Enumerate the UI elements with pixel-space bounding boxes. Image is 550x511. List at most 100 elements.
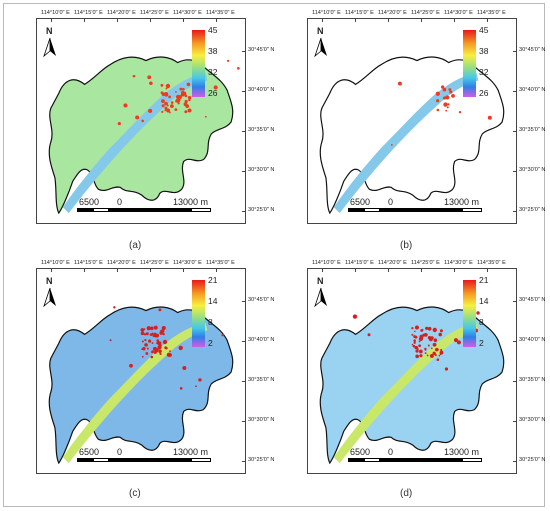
scale-segment xyxy=(348,458,364,462)
scale-label-mid: 0 xyxy=(117,197,123,207)
latitude-tick-mark xyxy=(513,461,516,462)
latitude-tick-label: 30°35'0" N xyxy=(519,377,546,383)
hotspot-cluster xyxy=(117,59,240,126)
study-area-map-b xyxy=(319,56,505,215)
latitude-tick-label: 30°35'0" N xyxy=(248,377,275,383)
longitude-tick-mark xyxy=(454,19,455,22)
longitude-tick-mark xyxy=(51,19,52,22)
latitude-tick-label: 30°35'0" N xyxy=(519,127,546,133)
longitude-tick-mark xyxy=(355,19,356,22)
longitude-tick-label: 114°30'0" E xyxy=(173,10,202,16)
scale-segment xyxy=(380,208,396,212)
longitude-tick-mark xyxy=(150,19,151,22)
scale-label-left: 6500 xyxy=(350,447,371,457)
scale-segment xyxy=(125,458,191,462)
latitude-tick-mark xyxy=(242,301,245,302)
longitude-tick-mark xyxy=(117,19,118,22)
legend-value: 21 xyxy=(208,275,218,285)
latitude-tick-mark xyxy=(242,461,245,462)
scale-segment xyxy=(348,208,364,212)
north-label: N xyxy=(46,276,53,286)
legend-value: 38 xyxy=(208,46,218,56)
scale-label-mid: 0 xyxy=(388,447,394,457)
caption-c: (c) xyxy=(129,488,141,499)
longitude-tick-label: 114°35'0" E xyxy=(206,10,235,16)
longitude-tick-mark xyxy=(388,19,389,22)
hotspot-cluster xyxy=(352,311,480,371)
latitude-tick-mark xyxy=(513,301,516,302)
latitude-tick-mark xyxy=(513,51,516,52)
latitude-tick-label: 30°40'0" N xyxy=(248,87,275,93)
longitude-tick-mark xyxy=(487,19,488,22)
scale-label-left: 6500 xyxy=(350,197,371,207)
latitude-tick-mark xyxy=(513,131,516,132)
longitude-tick-label: 114°35'0" E xyxy=(477,260,506,266)
legend-value: 32 xyxy=(479,67,489,77)
latitude-tick-label: 30°40'0" N xyxy=(519,337,546,343)
scale-segment xyxy=(93,458,109,462)
longitude-tick-mark xyxy=(322,19,323,22)
longitude-tick-mark xyxy=(84,269,85,272)
scale-label-right: 13000 m xyxy=(444,197,480,207)
longitude-tick-label: 114°30'0" E xyxy=(444,10,473,16)
north-arrow-icon: N xyxy=(42,276,58,308)
latitude-tick-mark xyxy=(513,91,516,92)
caption-b: (b) xyxy=(400,240,413,251)
legend-value: 38 xyxy=(479,46,489,56)
legend-value: 26 xyxy=(479,88,489,98)
hotspot-cluster xyxy=(390,81,492,146)
longitude-tick-label: 114°25'0" E xyxy=(411,10,440,16)
longitude-tick-mark xyxy=(84,19,85,22)
study-area-map-c xyxy=(48,300,234,465)
scale-label-mid: 0 xyxy=(388,197,394,207)
scale-segment xyxy=(191,208,211,212)
caption-d: (d) xyxy=(400,488,413,499)
latitude-tick-label: 30°25'0" N xyxy=(248,457,275,463)
color-legend: 21 14 8 2 xyxy=(455,275,511,353)
latitude-tick-mark xyxy=(513,341,516,342)
river xyxy=(62,322,208,464)
latitude-tick-mark xyxy=(513,211,516,212)
north-label: N xyxy=(317,26,324,36)
scale-bar: 6500 0 13000 m xyxy=(336,197,486,215)
legend-value: 21 xyxy=(479,275,489,285)
scale-bar: 6500 0 13000 m xyxy=(336,447,486,465)
legend-value: 45 xyxy=(479,25,489,35)
latitude-tick-label: 30°40'0" N xyxy=(519,87,546,93)
north-label: N xyxy=(317,276,324,286)
longitude-tick-mark xyxy=(117,269,118,272)
color-legend: 45 38 32 26 xyxy=(455,25,511,103)
longitude-tick-label: 114°35'0" E xyxy=(206,260,235,266)
longitude-tick-mark xyxy=(216,19,217,22)
scale-label-right: 13000 m xyxy=(444,447,480,457)
map-area-a: 114°10'0" E 114°15'0" E 114°20'0" E 114°25'… xyxy=(36,10,274,224)
legend-color-bar xyxy=(463,280,476,347)
latitude-tick-mark xyxy=(242,131,245,132)
latitude-tick-mark xyxy=(242,421,245,422)
scale-segment xyxy=(396,208,462,212)
latitude-tick-mark xyxy=(513,171,516,172)
scale-label-right: 13000 m xyxy=(173,197,209,207)
scale-segment xyxy=(93,208,109,212)
longitude-tick-label: 114°25'0" E xyxy=(140,260,169,266)
longitude-tick-mark xyxy=(388,269,389,272)
latitude-tick-label: 30°45'0" N xyxy=(248,297,275,303)
longitude-tick-label: 114°25'0" E xyxy=(411,260,440,266)
latitude-tick-label: 30°35'0" N xyxy=(248,127,275,133)
latitude-tick-mark xyxy=(242,171,245,172)
longitude-tick-mark xyxy=(454,269,455,272)
scale-segment xyxy=(125,208,191,212)
north-label: N xyxy=(46,26,53,36)
scale-segment xyxy=(396,458,462,462)
legend-value: 14 xyxy=(479,296,489,306)
latitude-tick-label: 30°45'0" N xyxy=(519,297,546,303)
longitude-tick-label: 114°20'0" E xyxy=(107,10,136,16)
longitude-tick-label: 114°25'0" E xyxy=(140,10,169,16)
longitude-tick-mark xyxy=(355,269,356,272)
latitude-tick-mark xyxy=(242,381,245,382)
longitude-tick-mark xyxy=(183,19,184,22)
latitude-tick-mark xyxy=(242,341,245,342)
latitude-tick-label: 30°30'0" N xyxy=(519,167,546,173)
longitude-tick-mark xyxy=(150,269,151,272)
scale-label-mid: 0 xyxy=(117,447,123,457)
